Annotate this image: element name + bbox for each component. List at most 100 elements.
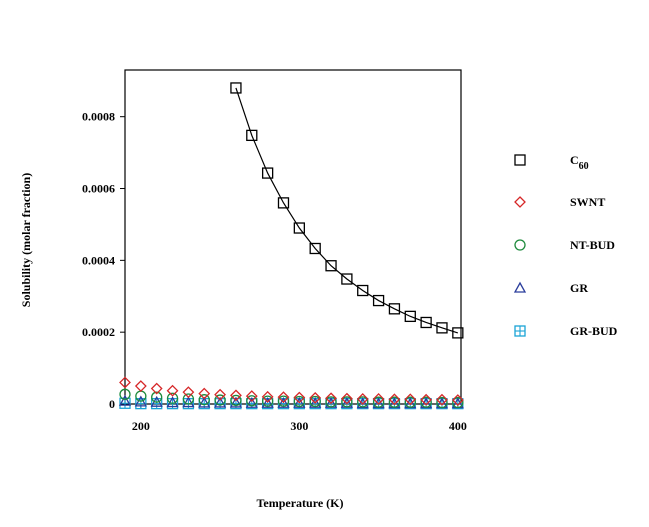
plot-frame bbox=[124, 69, 462, 405]
data-point-swnt bbox=[325, 392, 337, 405]
data-point-nt-bud bbox=[341, 396, 353, 408]
data-point-gr bbox=[309, 396, 322, 408]
data-point-nt-bud bbox=[182, 393, 195, 405]
y-axis-title: Solubility (molar fraction) bbox=[19, 173, 33, 307]
y-tick-label: 0.0006 bbox=[82, 182, 115, 196]
data-point-gr bbox=[293, 396, 306, 408]
data-point-gr bbox=[245, 396, 258, 408]
legend-marker-nt-bud bbox=[514, 239, 526, 251]
x-tick-label: 400 bbox=[449, 419, 467, 433]
data-point-gr bbox=[118, 394, 132, 406]
data-point-nt-bud bbox=[293, 395, 305, 408]
data-point-swnt bbox=[198, 387, 211, 400]
data-point-gr bbox=[134, 395, 147, 407]
data-point-swnt bbox=[372, 393, 385, 405]
data-point-gr bbox=[182, 396, 195, 408]
data-point-swnt bbox=[134, 380, 147, 392]
data-point-swnt bbox=[245, 390, 258, 403]
data-point-swnt bbox=[309, 391, 322, 404]
series-nt-bud bbox=[119, 388, 464, 409]
data-point-gr bbox=[356, 397, 369, 409]
data-point-nt-bud bbox=[325, 396, 337, 408]
legend-item-gr: GR bbox=[513, 281, 588, 295]
data-point-c60 bbox=[420, 316, 432, 329]
data-point-c60 bbox=[230, 82, 242, 94]
series-c60 bbox=[230, 82, 464, 339]
data-point-c60 bbox=[388, 303, 401, 315]
legend-label-c60: C60 bbox=[570, 153, 589, 172]
data-point-nt-bud bbox=[404, 396, 416, 408]
legend-marker-c60 bbox=[514, 154, 526, 166]
series-swnt bbox=[119, 376, 464, 406]
data-point-c60 bbox=[452, 327, 464, 339]
legend-label-swnt: SWNT bbox=[570, 195, 605, 209]
data-point-nt-bud bbox=[246, 395, 258, 407]
data-point-nt-bud bbox=[230, 394, 242, 407]
data-point-nt-bud bbox=[198, 394, 210, 406]
data-point-nt-bud bbox=[420, 396, 432, 408]
data-point-nt-bud bbox=[166, 392, 179, 404]
data-point-swnt bbox=[261, 390, 274, 403]
data-point-nt-bud bbox=[388, 396, 401, 408]
y-tick-label: 0.0002 bbox=[82, 325, 115, 339]
data-point-c60 bbox=[372, 294, 385, 307]
data-point-nt-bud bbox=[151, 391, 163, 403]
legend-item-gr-bud: GR-BUD bbox=[514, 324, 618, 338]
data-point-gr bbox=[198, 396, 211, 408]
data-point-gr bbox=[229, 396, 243, 408]
data-point-c60 bbox=[277, 197, 290, 209]
data-point-nt-bud bbox=[261, 395, 274, 407]
legend-marker-swnt bbox=[514, 196, 526, 208]
legend-item-swnt: SWNT bbox=[514, 195, 605, 209]
data-point-swnt bbox=[451, 394, 464, 406]
data-point-c60 bbox=[261, 167, 274, 179]
data-point-swnt bbox=[436, 393, 448, 406]
x-tick-label: 300 bbox=[290, 419, 308, 433]
data-point-nt-bud bbox=[119, 388, 131, 400]
data-point-swnt bbox=[277, 391, 290, 404]
data-point-swnt bbox=[388, 393, 401, 406]
data-point-gr bbox=[213, 396, 227, 408]
data-point-swnt bbox=[356, 393, 369, 405]
data-point-c60 bbox=[436, 322, 448, 334]
x-tick-label: 200 bbox=[132, 419, 150, 433]
data-point-swnt bbox=[293, 391, 306, 404]
legend-label-gr: GR bbox=[570, 281, 588, 295]
data-point-swnt bbox=[214, 388, 227, 401]
data-point-swnt bbox=[404, 393, 417, 406]
data-point-nt-bud bbox=[277, 395, 290, 407]
data-point-swnt bbox=[166, 384, 179, 397]
data-point-swnt bbox=[119, 376, 131, 389]
legend: C60 SWNT NT-BUD GR GR-BUD bbox=[513, 153, 618, 338]
data-point-swnt bbox=[230, 389, 242, 402]
legend-label-gr-bud: GR-BUD bbox=[570, 324, 618, 338]
data-point-c60 bbox=[309, 242, 321, 255]
data-point-nt-bud bbox=[436, 396, 448, 409]
data-point-nt-bud bbox=[452, 396, 464, 409]
legend-item-c60: C60 bbox=[514, 153, 589, 172]
legend-marker-gr-bud bbox=[514, 325, 526, 337]
data-point-nt-bud bbox=[309, 395, 321, 408]
x-axis-title: Temperature (K) bbox=[257, 496, 344, 510]
legend-label-nt-bud: NT-BUD bbox=[570, 238, 615, 252]
data-point-c60 bbox=[404, 310, 416, 323]
data-point-c60 bbox=[341, 273, 353, 285]
data-series bbox=[118, 82, 464, 410]
data-point-c60 bbox=[357, 284, 369, 297]
data-point-c60 bbox=[293, 222, 305, 234]
data-point-c60 bbox=[325, 260, 337, 272]
y-tick-label: 0.0004 bbox=[82, 253, 115, 267]
data-point-nt-bud bbox=[357, 396, 369, 408]
data-point-gr bbox=[261, 396, 274, 408]
data-point-swnt bbox=[150, 382, 163, 395]
y-tick-label: 0.0008 bbox=[82, 110, 115, 124]
data-point-c60 bbox=[246, 129, 258, 142]
legend-marker-gr bbox=[513, 281, 527, 293]
series-line-c60 bbox=[235, 87, 459, 334]
data-point-swnt bbox=[340, 392, 353, 405]
data-point-gr bbox=[277, 396, 290, 408]
axis-ticks: 200 300 400 0 0.0002 0.0004 0.0006 0.0008 bbox=[82, 110, 467, 433]
data-point-nt-bud bbox=[214, 394, 226, 406]
data-point-nt-bud bbox=[372, 396, 385, 408]
